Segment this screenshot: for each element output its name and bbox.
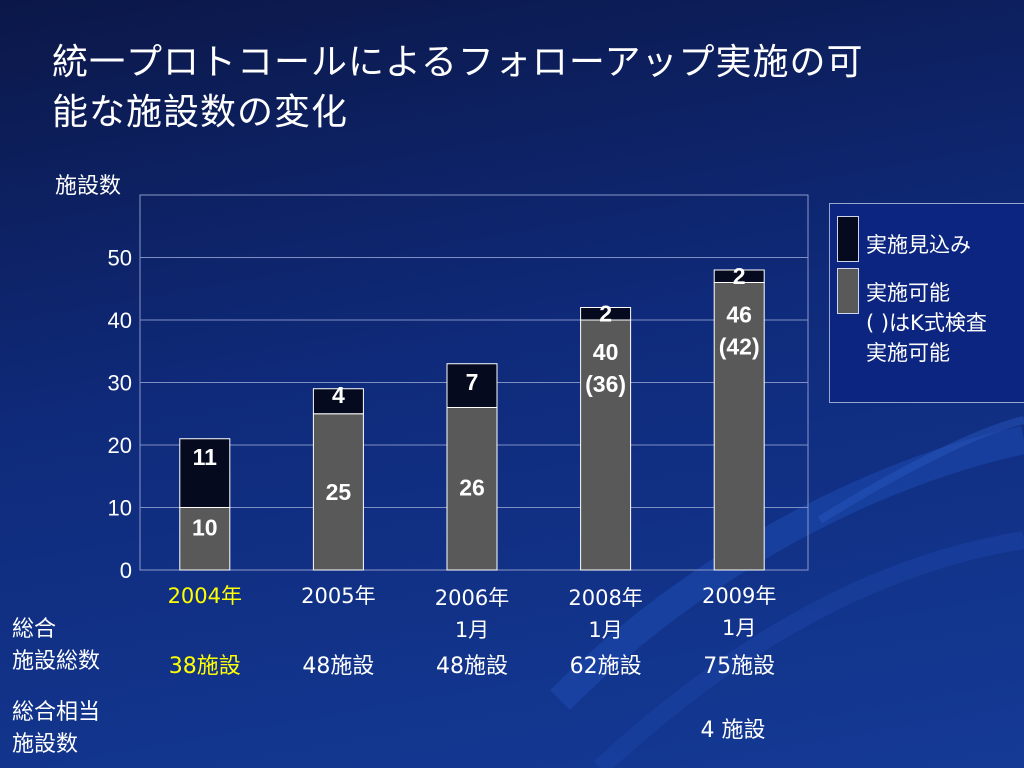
y-tick-label: 20	[108, 433, 132, 458]
data-label-implemented: 10	[192, 515, 218, 541]
y-tick-label: 0	[120, 558, 132, 583]
bar-implemented	[312, 413, 364, 571]
y-axis-label: 施設数	[55, 174, 122, 199]
equivalent-facilities-value: 4 施設	[700, 718, 766, 743]
chart-legend: 実施見込み 実施可能 ( )はK式検査 実施可能	[829, 203, 1024, 403]
x-category-label: 2005年	[301, 584, 376, 608]
y-tick-label: 50	[108, 246, 132, 271]
total-facilities-value: 48施設	[302, 654, 375, 679]
bar-expected	[580, 307, 632, 321]
legend-swatch-implemented	[837, 268, 859, 314]
total-facilities-value: 48施設	[436, 654, 508, 679]
legend-label-expected: 実施見込み	[866, 233, 971, 257]
bar-implemented	[713, 282, 765, 571]
bar-implemented	[580, 319, 632, 571]
bar-implemented	[446, 407, 498, 571]
bar-expected	[179, 438, 231, 508]
data-label-expected: 7	[466, 369, 479, 395]
legend-label-implemented: 実施可能 ( )はK式検査 実施可能	[866, 281, 987, 365]
total-facilities-label: 総合 施設総数	[12, 617, 101, 674]
bar-expected	[713, 269, 765, 283]
data-label-implemented: (42)	[719, 334, 760, 360]
data-label-expected: 11	[193, 444, 218, 470]
bar-expected	[312, 388, 364, 415]
legend-swatch-expected	[837, 216, 859, 262]
data-label-implemented: 26	[459, 475, 485, 501]
data-label-implemented: 46	[726, 302, 752, 328]
total-facilities-value: 38施設	[168, 654, 241, 679]
data-label-implemented: (36)	[585, 371, 626, 397]
x-category-label: 2004年	[167, 584, 243, 608]
slide-title: 統一プロトコールによるフォローアップ実施の可 能な施設数の変化	[52, 42, 864, 133]
data-label-implemented: 40	[593, 339, 619, 365]
total-facilities-value: 62施設	[569, 654, 642, 679]
equivalent-facilities-label: 総合相当 施設数	[12, 700, 101, 757]
y-tick-label: 40	[108, 308, 132, 333]
data-label-expected: 2	[599, 301, 612, 327]
x-category-label: 2008年 1月	[568, 586, 643, 642]
bar-expected	[446, 363, 498, 408]
y-tick-label: 30	[108, 371, 132, 396]
data-label-expected: 4	[332, 382, 345, 408]
x-category-label: 2009年 1月	[701, 584, 777, 640]
data-label-implemented: 25	[326, 479, 352, 505]
data-label-expected: 2	[733, 263, 746, 289]
y-tick-label: 10	[108, 496, 132, 521]
x-category-label: 2006年 1月	[434, 586, 510, 642]
total-facilities-value: 75施設	[703, 654, 776, 679]
